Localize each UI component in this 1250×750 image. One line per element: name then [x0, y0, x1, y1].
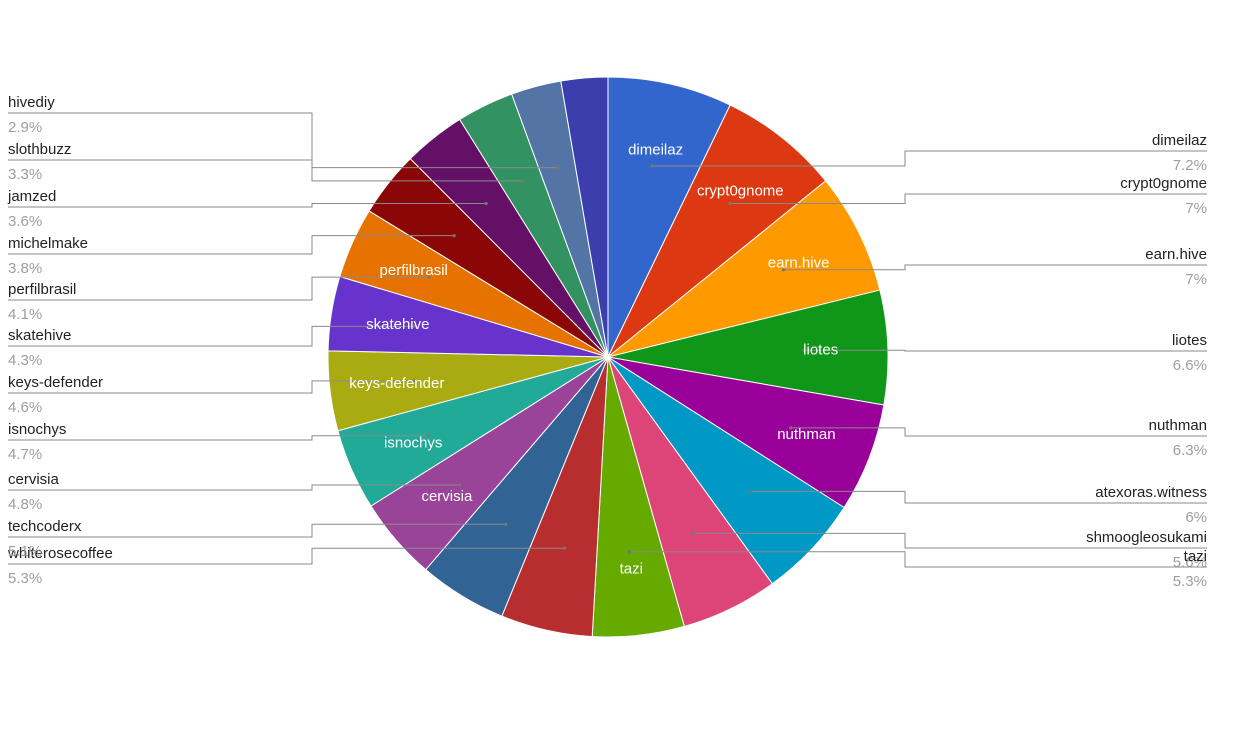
slice-label-percent: 5.6% [1173, 554, 1207, 571]
slice-label-percent: 6% [1185, 509, 1207, 526]
slice-label-name: shmoogleosukami [1086, 529, 1207, 546]
leader-anchor [411, 379, 416, 383]
leader-anchor [412, 324, 416, 328]
leader-line [8, 435, 429, 441]
slice-label-percent: 7% [1185, 271, 1207, 288]
slice-label-percent: 3.6% [8, 213, 42, 230]
slice-label-name: crypt0gnome [1120, 175, 1207, 192]
leader-line [803, 349, 1207, 352]
slice-inner-label: liotes [803, 342, 838, 359]
slice-label-percent: 6.6% [1173, 357, 1207, 374]
pie-slice-dimeilaz [607, 76, 731, 358]
pie-slices [327, 76, 889, 638]
slice-label-percent: 7% [1185, 200, 1207, 217]
slice-inner-label: cervisia [421, 488, 473, 505]
slice-label-percent: 4.6% [8, 399, 42, 416]
slice-label-percent: 7.2% [1173, 157, 1207, 174]
slice-inner-label: earn.hive [768, 254, 830, 271]
leader-anchor [427, 275, 431, 279]
slice-label-name: michelmake [8, 235, 88, 252]
leader-anchor [749, 489, 753, 493]
leader-line [8, 484, 460, 491]
leader-line [8, 547, 565, 565]
leader-line [8, 523, 506, 538]
slice-label-name: perfilbrasil [8, 281, 76, 298]
leader-line [651, 150, 1207, 167]
slice-label-name: techcoderx [8, 518, 82, 535]
slice-label-percent: 2.9% [8, 119, 42, 136]
slice-label-percent: 3.3% [8, 166, 42, 183]
slice-label-percent: 6.3% [1173, 442, 1207, 459]
leader-line [693, 532, 1207, 549]
leader-anchor [650, 164, 654, 168]
leader-anchor [563, 546, 567, 550]
slice-label-percent: 4.1% [8, 306, 42, 323]
slice-label-name: keys-defender [8, 374, 103, 391]
slice-label-percent: 4.3% [8, 352, 42, 369]
leader-line [8, 112, 558, 169]
leader-line [8, 325, 415, 347]
leader-anchor [691, 531, 696, 536]
slice-label-percent: 3.8% [8, 260, 42, 277]
pie-slice-earn-hive [607, 180, 881, 358]
leader-line [750, 490, 1207, 504]
slice-inner-label: perfilbrasil [380, 262, 448, 279]
slice-label-name: slothbuzz [8, 141, 71, 158]
slice-inner-label: dimeilaz [628, 142, 683, 159]
slice-inner-label: crypt0gnome [697, 182, 784, 199]
leader-line [8, 276, 429, 301]
leader-anchor [452, 234, 456, 238]
pie-slice-unlabeled [560, 76, 609, 358]
leader-line [790, 427, 1207, 437]
leader-anchor [520, 179, 524, 183]
slice-inner-label: isnochys [384, 435, 442, 452]
slice-labels: dimeilaz crypt0gnome earn.hive liotes nuthma… [7, 94, 1207, 590]
slice-label-name: skatehive [8, 327, 71, 344]
leader-anchor [781, 268, 786, 272]
leader-line [783, 264, 1207, 271]
leader-line [729, 193, 1207, 204]
pie-slice-liotes [607, 289, 889, 406]
slice-label-name: jamzed [7, 188, 56, 205]
leader-anchor [556, 166, 560, 170]
leader-anchor [789, 426, 793, 430]
slice-inner-label: keys-defender [349, 375, 444, 392]
slice-inner-label: tazi [620, 561, 643, 578]
leader-line [8, 380, 414, 394]
leader-line [8, 235, 455, 255]
slice-label-percent: 5.3% [8, 570, 42, 587]
leader-anchor [504, 522, 508, 526]
slice-label-name: whiterosecoffee [7, 545, 113, 562]
leader-line [8, 159, 522, 182]
leader-lines [8, 112, 1207, 568]
leader-anchor [426, 434, 431, 438]
slice-label-name: liotes [1172, 332, 1207, 349]
slice-label-percent: 4.7% [8, 446, 42, 463]
slice-label-name: atexoras.witness [1095, 484, 1207, 501]
slice-label-name: isnochys [8, 421, 66, 438]
slice-label-name: dimeilaz [1152, 132, 1207, 149]
slice-label-name: earn.hive [1145, 246, 1207, 263]
leader-line [8, 203, 487, 208]
slice-inner-label: nuthman [777, 426, 835, 443]
slice-label-name: cervisia [8, 471, 60, 488]
slice-inner-label: skatehive [366, 316, 429, 333]
slice-label-percent: 5.1% [8, 543, 42, 560]
leader-line [629, 551, 1207, 568]
leader-anchor [627, 550, 632, 554]
slice-label-name: nuthman [1149, 417, 1207, 434]
slice-label-percent: 5.3% [1173, 573, 1207, 590]
leader-anchor [728, 201, 732, 206]
slice-label-name: hivediy [8, 94, 55, 111]
leader-anchor [484, 201, 488, 206]
leader-anchor [802, 348, 806, 352]
slice-label-name: tazi [1184, 548, 1207, 565]
pie-slice-crypt0gnome [607, 104, 827, 358]
slice-label-percent: 4.8% [8, 496, 42, 513]
leader-anchor [458, 483, 462, 487]
